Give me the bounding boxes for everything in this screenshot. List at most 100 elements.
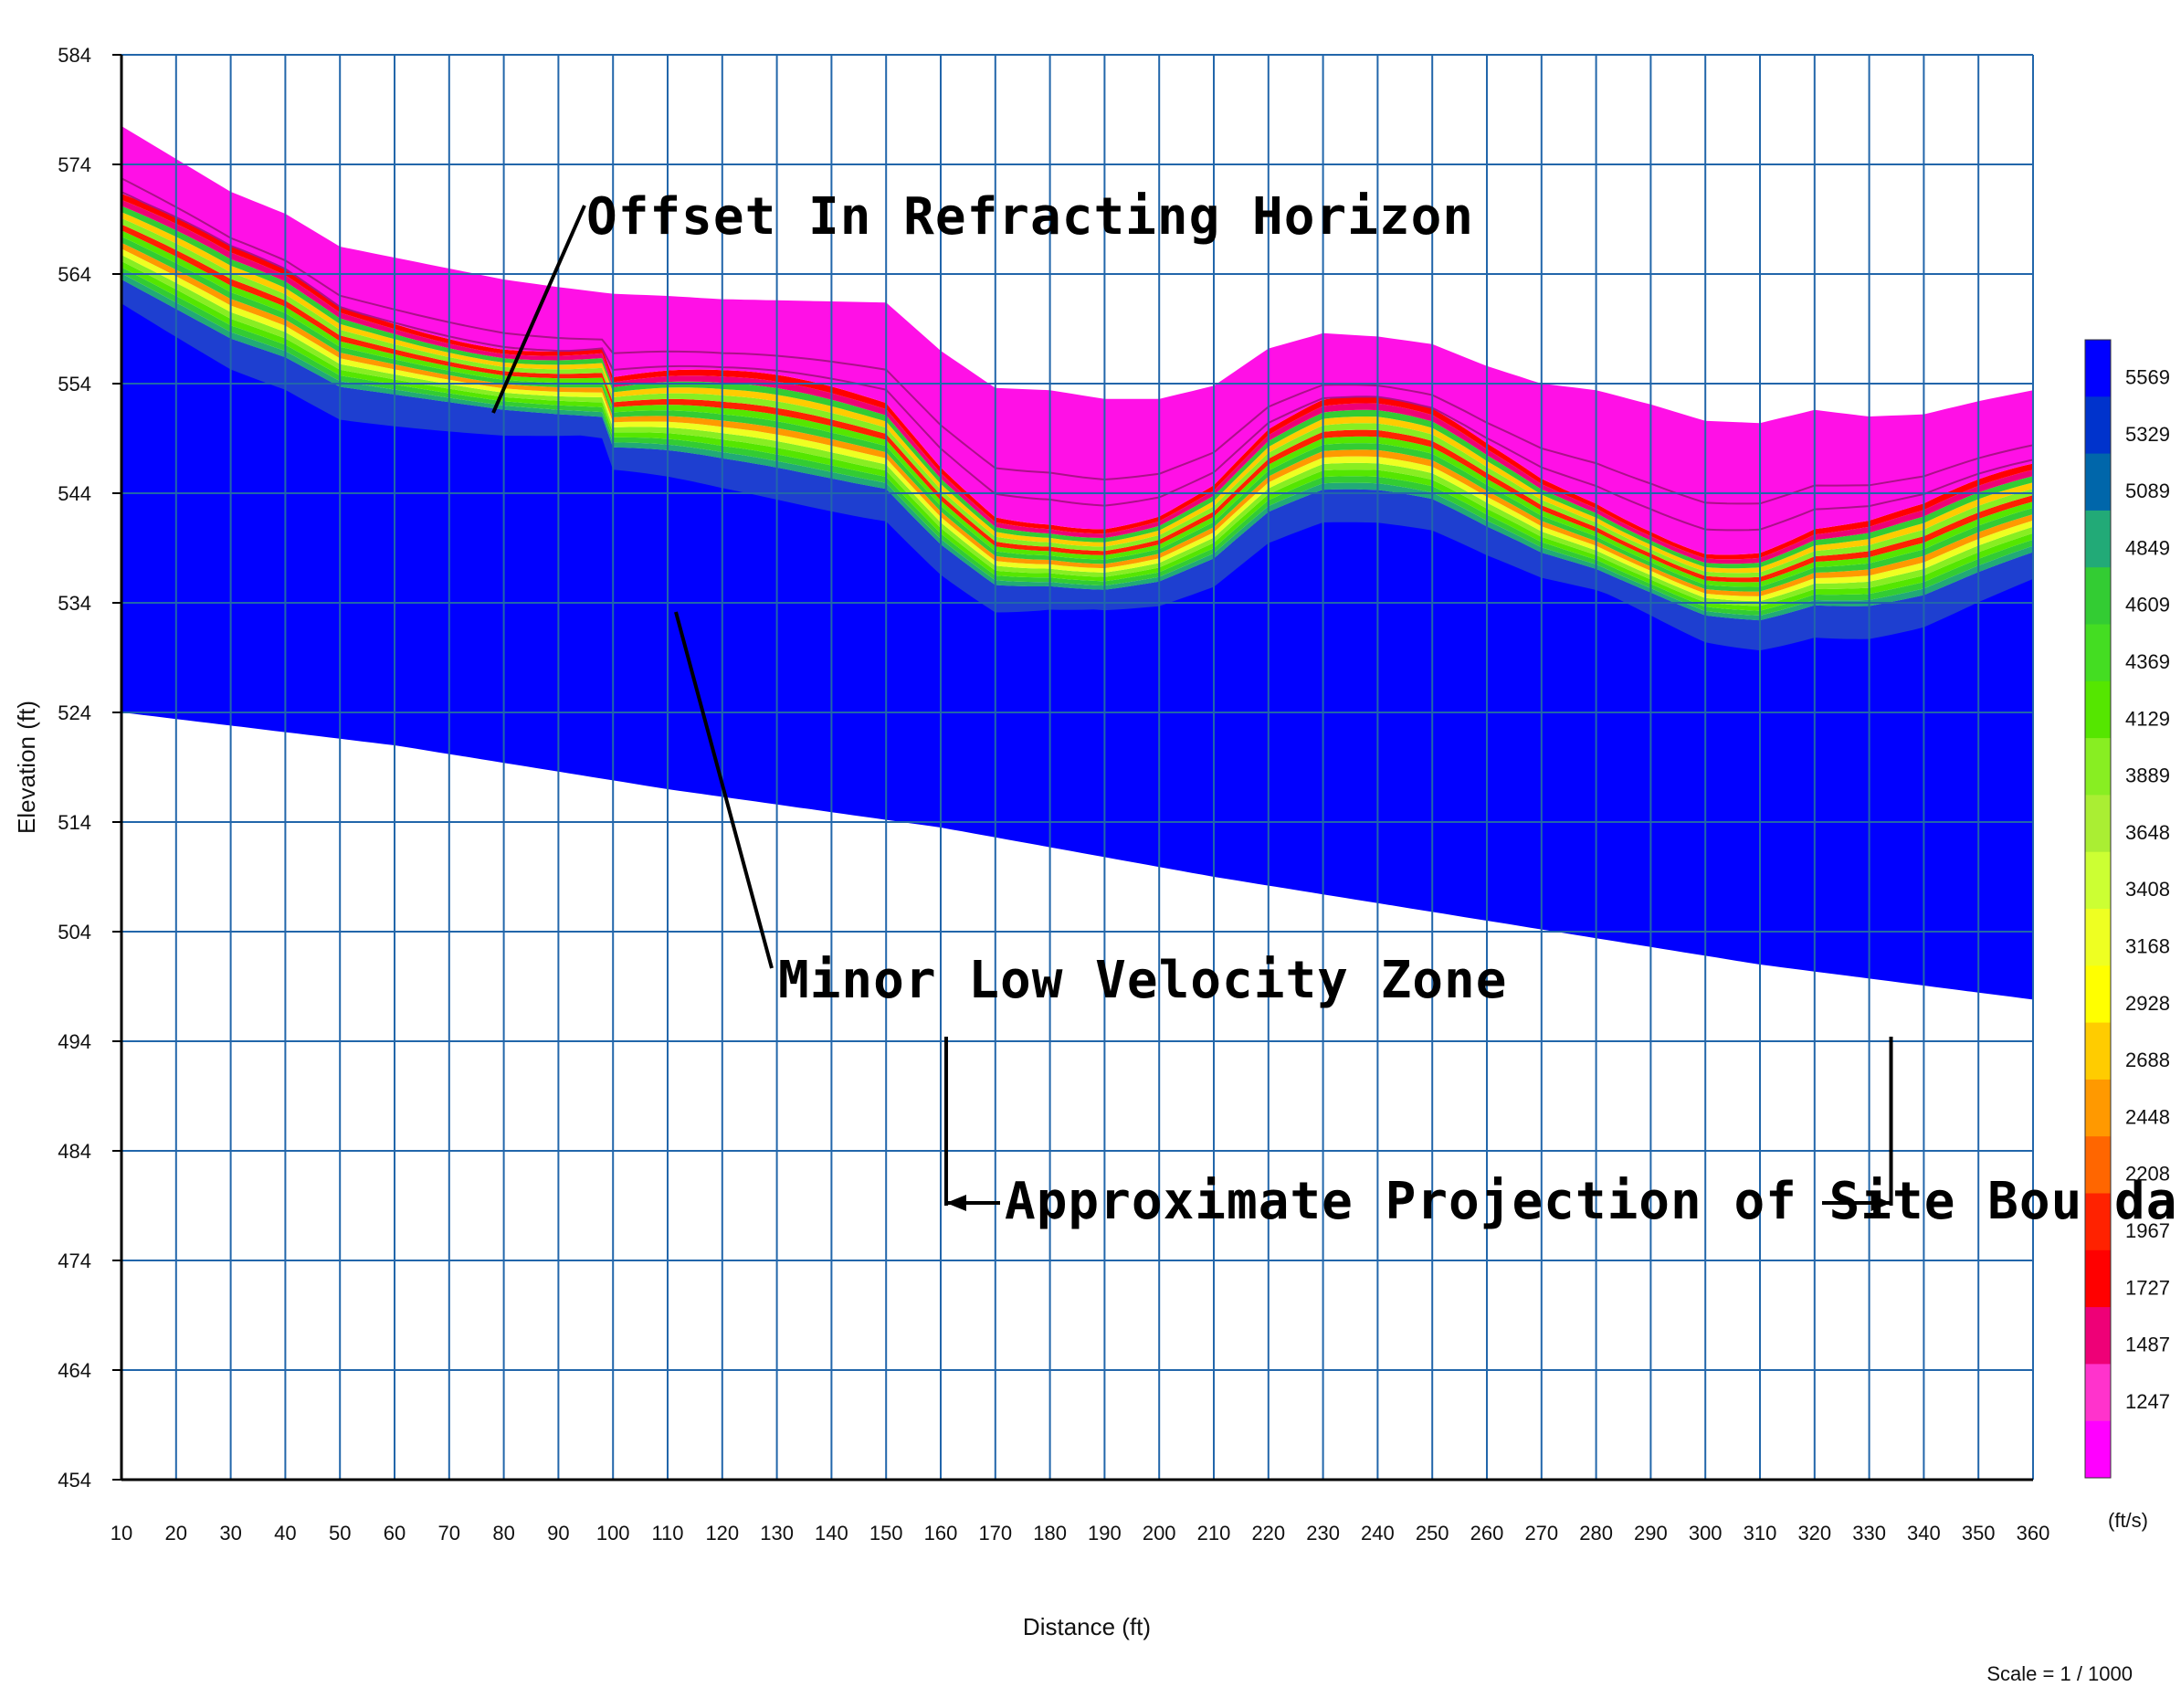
x-tick-label: 50 bbox=[329, 1522, 351, 1545]
x-tick-label: 340 bbox=[1907, 1522, 1941, 1545]
x-tick-label: 100 bbox=[596, 1522, 630, 1545]
x-tick-label: 210 bbox=[1197, 1522, 1231, 1545]
y-tick-label: 534 bbox=[58, 592, 91, 615]
x-tick-label: 90 bbox=[547, 1522, 569, 1545]
velocity-colorbar: 5569 5329 5089 4849 4609 4369 4129 3889 3648 3408… bbox=[2084, 339, 2170, 1479]
colorbar-segment bbox=[2085, 1022, 2111, 1081]
x-tick-label: 130 bbox=[760, 1522, 794, 1545]
y-tick-label: 544 bbox=[58, 482, 91, 505]
boundary-arrowhead bbox=[1870, 1195, 1891, 1211]
annotation-lvz: Minor Low Velocity Zone bbox=[778, 951, 1507, 1010]
colorbar-segment bbox=[2085, 680, 2111, 739]
x-tick-label: 270 bbox=[1524, 1522, 1558, 1545]
y-tick-label: 524 bbox=[58, 701, 91, 724]
colorbar-label: 4609 bbox=[2125, 594, 2170, 617]
colorbar-frame bbox=[2084, 339, 2112, 1479]
colorbar-segment bbox=[2085, 1079, 2111, 1137]
x-tick-label: 320 bbox=[1797, 1522, 1831, 1545]
y-tick-label: 584 bbox=[58, 44, 91, 67]
y-tick-label: 494 bbox=[58, 1030, 91, 1053]
lvz-arrow-line bbox=[674, 611, 774, 969]
annotation-offset: Offset In Refracting Horizon bbox=[586, 187, 1474, 247]
x-tick-label: 360 bbox=[2017, 1522, 2050, 1545]
layer-surface bbox=[121, 126, 2033, 555]
y-tick-label: 504 bbox=[58, 921, 91, 944]
x-tick-label: 70 bbox=[438, 1522, 460, 1545]
x-tick-label: 30 bbox=[219, 1522, 241, 1545]
x-tick-label: 300 bbox=[1689, 1522, 1723, 1545]
colorbar-segment bbox=[2085, 567, 2111, 625]
colorbar-segment bbox=[2085, 965, 2111, 1024]
x-tick-label: 240 bbox=[1361, 1522, 1395, 1545]
colorbar-segment bbox=[2085, 851, 2111, 910]
colorbar-segment bbox=[2085, 909, 2111, 966]
velocity-contour bbox=[121, 177, 2033, 505]
x-tick-label: 120 bbox=[705, 1522, 739, 1545]
y-tick-label: 454 bbox=[58, 1469, 91, 1492]
x-tick-label: 20 bbox=[165, 1522, 187, 1545]
y-tick-label: 474 bbox=[58, 1249, 91, 1272]
x-tick-label: 280 bbox=[1579, 1522, 1613, 1545]
y-tick-label: 484 bbox=[58, 1140, 91, 1163]
colorbar-segment bbox=[2085, 1420, 2111, 1479]
offset-arrow-line bbox=[491, 205, 586, 414]
x-tick-labels: 10 20 30 40 50 60 70 80 90 100 110 120 130 140 150 160 1… bbox=[111, 1522, 2050, 1545]
colorbar-label: 1247 bbox=[2125, 1390, 2170, 1413]
colorbar-segment bbox=[2085, 396, 2111, 455]
colorbar-label: 1487 bbox=[2125, 1334, 2170, 1356]
x-tick-label: 230 bbox=[1306, 1522, 1340, 1545]
colorbar-segment bbox=[2085, 453, 2111, 511]
scale-note: Scale = 1 / 1000 bbox=[1986, 1662, 2133, 1685]
colorbar-segment bbox=[2085, 624, 2111, 682]
colorbar-segment bbox=[2085, 510, 2111, 568]
colorbar-label: 2688 bbox=[2125, 1049, 2170, 1071]
y-tick-label: 574 bbox=[58, 153, 91, 176]
y-axis-label: Elevation (ft) bbox=[13, 701, 40, 834]
velocity-layers bbox=[121, 126, 2033, 1000]
colorbar-label: 5089 bbox=[2125, 480, 2170, 502]
colorbar-label: 5569 bbox=[2125, 365, 2170, 388]
colorbar-label: 3648 bbox=[2125, 821, 2170, 844]
colorbar-label: 4129 bbox=[2125, 707, 2170, 730]
colorbar-label: 4849 bbox=[2125, 536, 2170, 559]
colorbar-label: 4369 bbox=[2125, 650, 2170, 673]
x-tick-label: 80 bbox=[492, 1522, 514, 1545]
x-tick-label: 290 bbox=[1634, 1522, 1668, 1545]
colorbar-segment bbox=[2085, 340, 2111, 397]
layer-lvz bbox=[121, 279, 2033, 651]
site-boundary-marker bbox=[943, 1037, 1893, 1211]
colorbar-label: 2208 bbox=[2125, 1163, 2170, 1186]
y-tick-label: 464 bbox=[58, 1359, 91, 1382]
colorbar-segment bbox=[2085, 1364, 2111, 1422]
layer-bedrock bbox=[121, 279, 2033, 1000]
colorbar-segment bbox=[2085, 738, 2111, 796]
x-tick-label: 170 bbox=[978, 1522, 1012, 1545]
x-tick-label: 330 bbox=[1852, 1522, 1886, 1545]
x-tick-label: 10 bbox=[111, 1522, 132, 1545]
y-tick-label: 554 bbox=[58, 373, 91, 395]
x-tick-label: 150 bbox=[869, 1522, 903, 1545]
boundary-arrowhead bbox=[945, 1195, 966, 1211]
colorbar-segment bbox=[2085, 1136, 2111, 1194]
x-tick-label: 220 bbox=[1251, 1522, 1285, 1545]
colorbar-label: 3408 bbox=[2125, 878, 2170, 901]
annotation-boundary: Approximate Projection of Site Boundary bbox=[1005, 1172, 2181, 1231]
colorbar-label: 3168 bbox=[2125, 934, 2170, 957]
grid bbox=[112, 54, 2034, 1481]
x-tick-label: 260 bbox=[1470, 1522, 1504, 1545]
x-tick-label: 250 bbox=[1416, 1522, 1449, 1545]
x-tick-label: 110 bbox=[651, 1522, 683, 1545]
colorbar-label: 1727 bbox=[2125, 1276, 2170, 1299]
colorbar-label: 5329 bbox=[2125, 423, 2170, 446]
x-tick-label: 310 bbox=[1744, 1522, 1777, 1545]
colorbar-segment bbox=[2085, 1249, 2111, 1308]
y-tick-label: 564 bbox=[58, 263, 91, 286]
x-tick-label: 180 bbox=[1033, 1522, 1067, 1545]
x-tick-label: 40 bbox=[274, 1522, 296, 1545]
x-tick-label: 140 bbox=[815, 1522, 848, 1545]
annotations: Offset In Refracting Horizon Minor Low V… bbox=[491, 187, 2181, 1231]
y-tick-label: 514 bbox=[58, 811, 91, 834]
colorbar-label: 2448 bbox=[2125, 1105, 2170, 1128]
x-tick-label: 60 bbox=[384, 1522, 406, 1545]
